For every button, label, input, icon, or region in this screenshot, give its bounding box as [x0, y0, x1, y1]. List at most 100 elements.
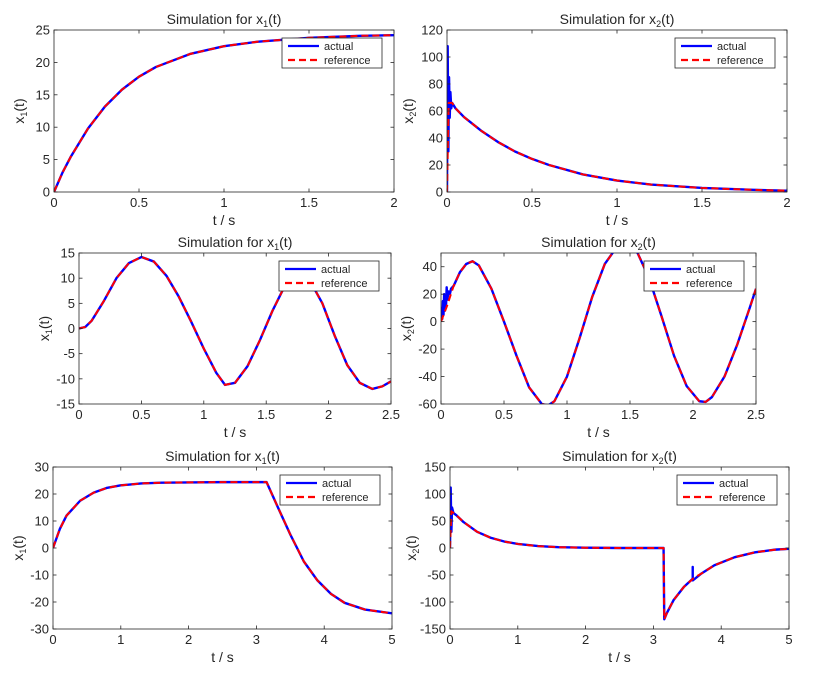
- x-tick-label: 1: [200, 407, 207, 422]
- series-line-reference: [79, 256, 391, 390]
- legend-box: [674, 37, 776, 69]
- chart-title-tail: (t): [664, 448, 677, 464]
- y-tick-label: 0: [68, 321, 75, 336]
- x-tick-label: 1.5: [621, 407, 639, 422]
- y-tick-label: 20: [36, 55, 50, 70]
- legend-box: [676, 474, 778, 506]
- legend-label-reference: reference: [321, 278, 367, 290]
- x-tick-label: 0: [437, 407, 444, 422]
- y-axis-label-main: x: [400, 117, 416, 124]
- legend-label-reference: reference: [686, 278, 732, 290]
- x-axis-label: t / s: [608, 649, 631, 665]
- y-tick-label: 20: [35, 487, 49, 502]
- y-tick-label: 10: [61, 271, 75, 286]
- y-axis-label-subscript: 2: [408, 112, 418, 117]
- y-tick-label: 5: [43, 152, 50, 167]
- y-tick-label: 80: [429, 77, 443, 92]
- y-axis-label-main: x: [398, 334, 414, 341]
- x-axis-label: t / s: [606, 212, 629, 228]
- chart-6: 0 1 2 3 4 5 -150 -100 -50 0 50 100 150 Simulation for…: [403, 448, 793, 665]
- legend-box: [643, 260, 745, 292]
- y-axis-label: x1(t): [10, 535, 28, 560]
- chart-title-subscript: 2: [659, 456, 664, 466]
- x-tick-label: 1: [220, 195, 227, 210]
- series-line-reference: [447, 101, 787, 192]
- chart-title: Simulation for x1(t): [178, 234, 293, 252]
- legend-label-actual: actual: [719, 478, 748, 490]
- chart-title-main: Simulation for x: [178, 234, 274, 250]
- y-axis-label: x2(t): [403, 535, 421, 560]
- y-axis-label-tail: (t): [36, 316, 52, 329]
- y-tick-label: -20: [418, 342, 437, 357]
- y-tick-label: 20: [429, 158, 443, 173]
- y-axis-label-tail: (t): [11, 98, 27, 111]
- y-tick-label: -10: [30, 568, 49, 583]
- legend: actual reference: [643, 260, 745, 292]
- y-tick-label: -5: [63, 346, 75, 361]
- y-tick-label: 40: [423, 259, 437, 274]
- x-tick-label: 2.5: [382, 407, 400, 422]
- x-tick-label: 0.5: [523, 195, 541, 210]
- chart-title-tail: (t): [279, 234, 292, 250]
- chart-title-main: Simulation for x: [167, 11, 263, 27]
- y-axis-label-main: x: [36, 334, 52, 341]
- axes-frame: [440, 252, 757, 405]
- chart-title: Simulation for x1(t): [167, 11, 282, 29]
- y-tick-label: 30: [35, 460, 49, 475]
- y-tick-label: 150: [424, 460, 446, 475]
- x-tick-label: 4: [321, 632, 328, 647]
- y-tick-label: 50: [432, 514, 446, 529]
- x-tick-label: 0.5: [132, 407, 150, 422]
- y-tick-label: -15: [56, 397, 75, 412]
- chart-title: Simulation for x2(t): [541, 234, 656, 252]
- x-tick-label: 0: [50, 195, 57, 210]
- x-tick-label: 2: [582, 632, 589, 647]
- x-tick-label: 0: [49, 632, 56, 647]
- chart-title: Simulation for x1(t): [165, 448, 280, 466]
- y-tick-label: -50: [427, 568, 446, 583]
- y-tick-label: 25: [36, 23, 50, 38]
- y-tick-label: -60: [418, 397, 437, 412]
- chart-4: 0 0.5 1 1.5 2 2.5 -60 -40 -20 0 20 40 Simulation for…: [398, 234, 765, 440]
- legend-label-reference: reference: [719, 492, 765, 504]
- legend: actual reference: [676, 474, 778, 506]
- x-tick-label: 3: [650, 632, 657, 647]
- y-tick-label: 5: [68, 296, 75, 311]
- y-axis-label-tail: (t): [400, 98, 416, 111]
- y-axis-label-subscript: 1: [44, 329, 54, 334]
- chart-title: Simulation for x2(t): [562, 448, 677, 466]
- y-tick-label: 15: [36, 87, 50, 102]
- chart-title-main: Simulation for x: [560, 11, 656, 27]
- chart-3: 0 0.5 1 1.5 2 2.5 -15 -10 -5 0 5 10 15 Simulation for…: [36, 234, 400, 440]
- x-axis-label: t / s: [587, 424, 610, 440]
- chart-title-subscript: 2: [638, 242, 643, 252]
- y-axis-label: x1(t): [11, 98, 29, 123]
- y-tick-label: 0: [430, 314, 437, 329]
- x-tick-label: 0.5: [130, 195, 148, 210]
- y-tick-label: -100: [420, 595, 446, 610]
- y-axis-label-tail: (t): [403, 535, 419, 548]
- legend-box: [279, 474, 381, 506]
- legend: actual reference: [278, 260, 380, 292]
- y-tick-label: 0: [439, 541, 446, 556]
- y-tick-label: 100: [424, 487, 446, 502]
- x-tick-label: 2: [185, 632, 192, 647]
- y-tick-label: 40: [429, 131, 443, 146]
- y-tick-label: -40: [418, 369, 437, 384]
- x-tick-label: 4: [718, 632, 725, 647]
- x-tick-label: 2: [325, 407, 332, 422]
- y-tick-label: 60: [429, 104, 443, 119]
- y-tick-label: 0: [436, 185, 443, 200]
- x-tick-label: 1: [117, 632, 124, 647]
- x-axis-label: t / s: [224, 424, 247, 440]
- y-axis-label-subscript: 2: [411, 549, 421, 554]
- x-tick-label: 1.5: [300, 195, 318, 210]
- chart-title-tail: (t): [268, 11, 281, 27]
- y-tick-label: 10: [36, 120, 50, 135]
- chart-title-subscript: 1: [262, 456, 267, 466]
- series-line-reference: [441, 253, 756, 404]
- x-tick-label: 2: [390, 195, 397, 210]
